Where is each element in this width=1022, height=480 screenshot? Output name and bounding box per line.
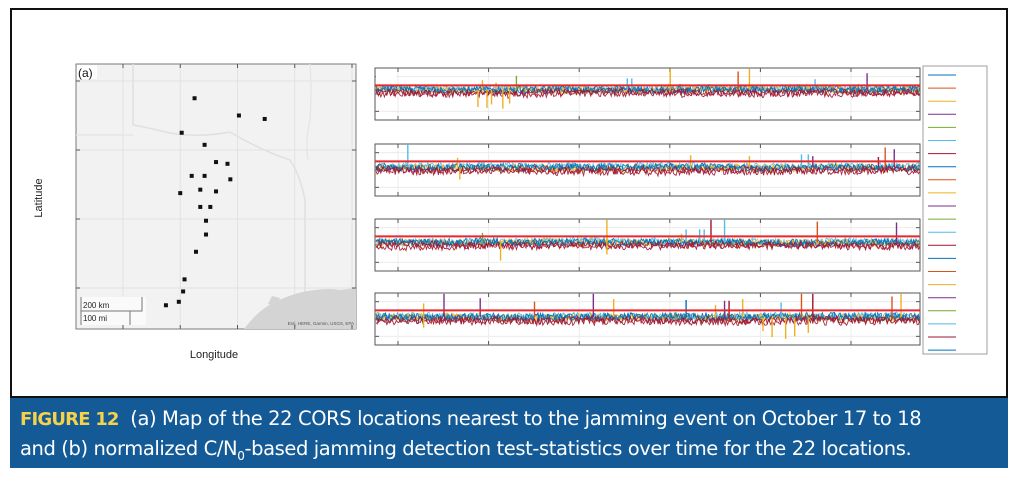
map-gridlines (76, 64, 356, 329)
station-marker-txsg (198, 187, 203, 192)
timeseries-panel-1 (374, 67, 921, 121)
scale-bar-km (80, 297, 143, 312)
panel-label-a-bg (77, 65, 97, 79)
series-line-txsm (375, 311, 920, 323)
legend-items (928, 74, 956, 351)
station-marker-txda (214, 189, 219, 194)
map-basemap (76, 63, 356, 329)
series-line-okmc (375, 240, 920, 252)
timeseries-data (375, 68, 920, 109)
map-y-ticks (76, 80, 356, 289)
station-marker-txbt (193, 249, 198, 254)
timeseries-panel-2 (374, 143, 921, 197)
station-marker-okmc (236, 113, 241, 118)
station-marker-txke (198, 204, 203, 209)
timeseries-data (375, 144, 920, 180)
map-x-axis-label: Longitude (190, 349, 238, 361)
caption-text-1: (a) Map of the 22 CORS locations nearest… (130, 407, 922, 430)
timeseries-data (375, 293, 920, 339)
series-line-txbt (375, 160, 920, 172)
gulf-of-mexico (244, 288, 356, 329)
station-marker-sam2 (182, 277, 187, 282)
scale-bar-km-label: 200 km (83, 301, 110, 310)
timeseries-panel-4 (374, 292, 921, 346)
map-x-ticks (122, 64, 353, 329)
scale-bar-mi-label: 100 mi (83, 314, 107, 323)
station-marker-txan (163, 303, 168, 308)
station-marker-txwa (204, 232, 209, 237)
map-attribution: Esri, HERE, Garmin, USGS, EPA (288, 321, 354, 326)
station-marker-txge (228, 177, 233, 182)
station-marker-okdn (179, 130, 184, 135)
station-marker-txde (202, 173, 207, 178)
series-line-txda (375, 314, 920, 328)
map-stations (163, 96, 267, 308)
timeseries-panel-3 (374, 218, 921, 272)
station-marker-txsm (181, 289, 186, 294)
caption-text-2b: -based jamming detection test-statistics… (244, 437, 912, 460)
map-background (75, 63, 357, 330)
state-border-east (306, 63, 312, 161)
station-marker-txsr (214, 160, 219, 165)
figure-canvas: 200 km 100 mi Esri, HERE, Garmin, USGS, … (33, 63, 988, 361)
station-marker-txwe (178, 191, 183, 196)
caption-text-2a: and (b) normalized C/N (20, 437, 238, 460)
timeseries-panels (374, 67, 921, 346)
legend (922, 65, 988, 355)
station-marker-txdc (189, 173, 194, 178)
gulf-inlet (268, 296, 280, 306)
caption-line-2: and (b) normalized C/N0-based jamming de… (20, 434, 998, 471)
scale-bar-mi (80, 311, 131, 325)
map-panel: 200 km 100 mi Esri, HERE, Garmin, USGS, … (33, 63, 357, 361)
series-line-txda (375, 239, 920, 252)
figure-caption: FIGURE 12 (a) Map of the 22 CORS locatio… (10, 398, 1008, 468)
series-line-okmc (375, 166, 920, 178)
timeseries-data (375, 219, 920, 261)
series-line-txda (375, 87, 920, 99)
station-marker-okhv (262, 116, 267, 121)
series-line-txda (375, 164, 920, 176)
station-marker-okdt (192, 96, 197, 101)
caption-subscript: 0 (237, 448, 245, 463)
panel-label-b-bg (376, 69, 396, 83)
panel-label-a: (a) (78, 66, 93, 80)
station-marker-okar (202, 142, 207, 147)
figure-label: FIGURE 12 (20, 409, 119, 430)
station-marker-txse (176, 299, 181, 304)
scale-bar: 200 km 100 mi (80, 297, 146, 325)
station-marker-txbn (225, 161, 230, 166)
station-marker-txes (208, 204, 213, 209)
map-y-axis-label: Latitude (33, 178, 45, 217)
state-border-red-river (132, 64, 306, 329)
caption-line-1: FIGURE 12 (a) Map of the 22 CORS locatio… (20, 404, 998, 434)
station-marker-txhi (204, 218, 209, 223)
